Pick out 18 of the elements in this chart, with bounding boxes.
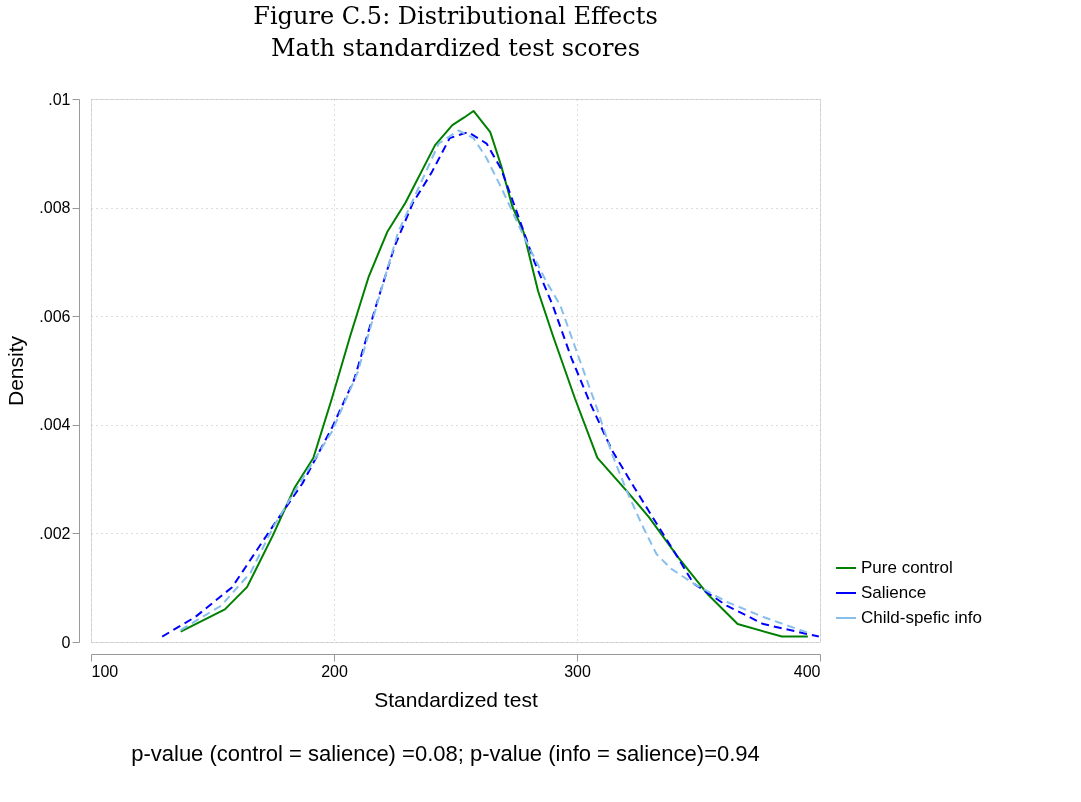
x-tick-label: 100 xyxy=(91,662,119,680)
legend-label: Pure control xyxy=(861,558,953,577)
text: p-value (control = salience) =0.08; p-value (info = salience)=0.94 xyxy=(131,741,760,766)
y-tick-label: .008 xyxy=(39,199,71,217)
x-axis-title: Standardized test xyxy=(374,687,538,711)
y-tick-label: .002 xyxy=(39,524,71,542)
y-axis-title: Density xyxy=(4,335,28,407)
x-tick-label: 400 xyxy=(793,662,821,680)
y-tick-label: .01 xyxy=(48,90,71,108)
chart-subtitle: Math standardized test scores xyxy=(271,34,640,62)
chart-title: Figure C.5: Distributional Effects xyxy=(253,2,658,30)
legend-label: Salience xyxy=(861,583,927,602)
x-tick-label: 300 xyxy=(564,662,591,680)
y-tick-label: .006 xyxy=(39,307,71,325)
y-tick-label: 0 xyxy=(61,633,71,651)
legend-label: Child-spefic info xyxy=(861,608,982,627)
y-tick-label: .004 xyxy=(39,416,71,434)
x-tick-label: 200 xyxy=(321,662,348,680)
